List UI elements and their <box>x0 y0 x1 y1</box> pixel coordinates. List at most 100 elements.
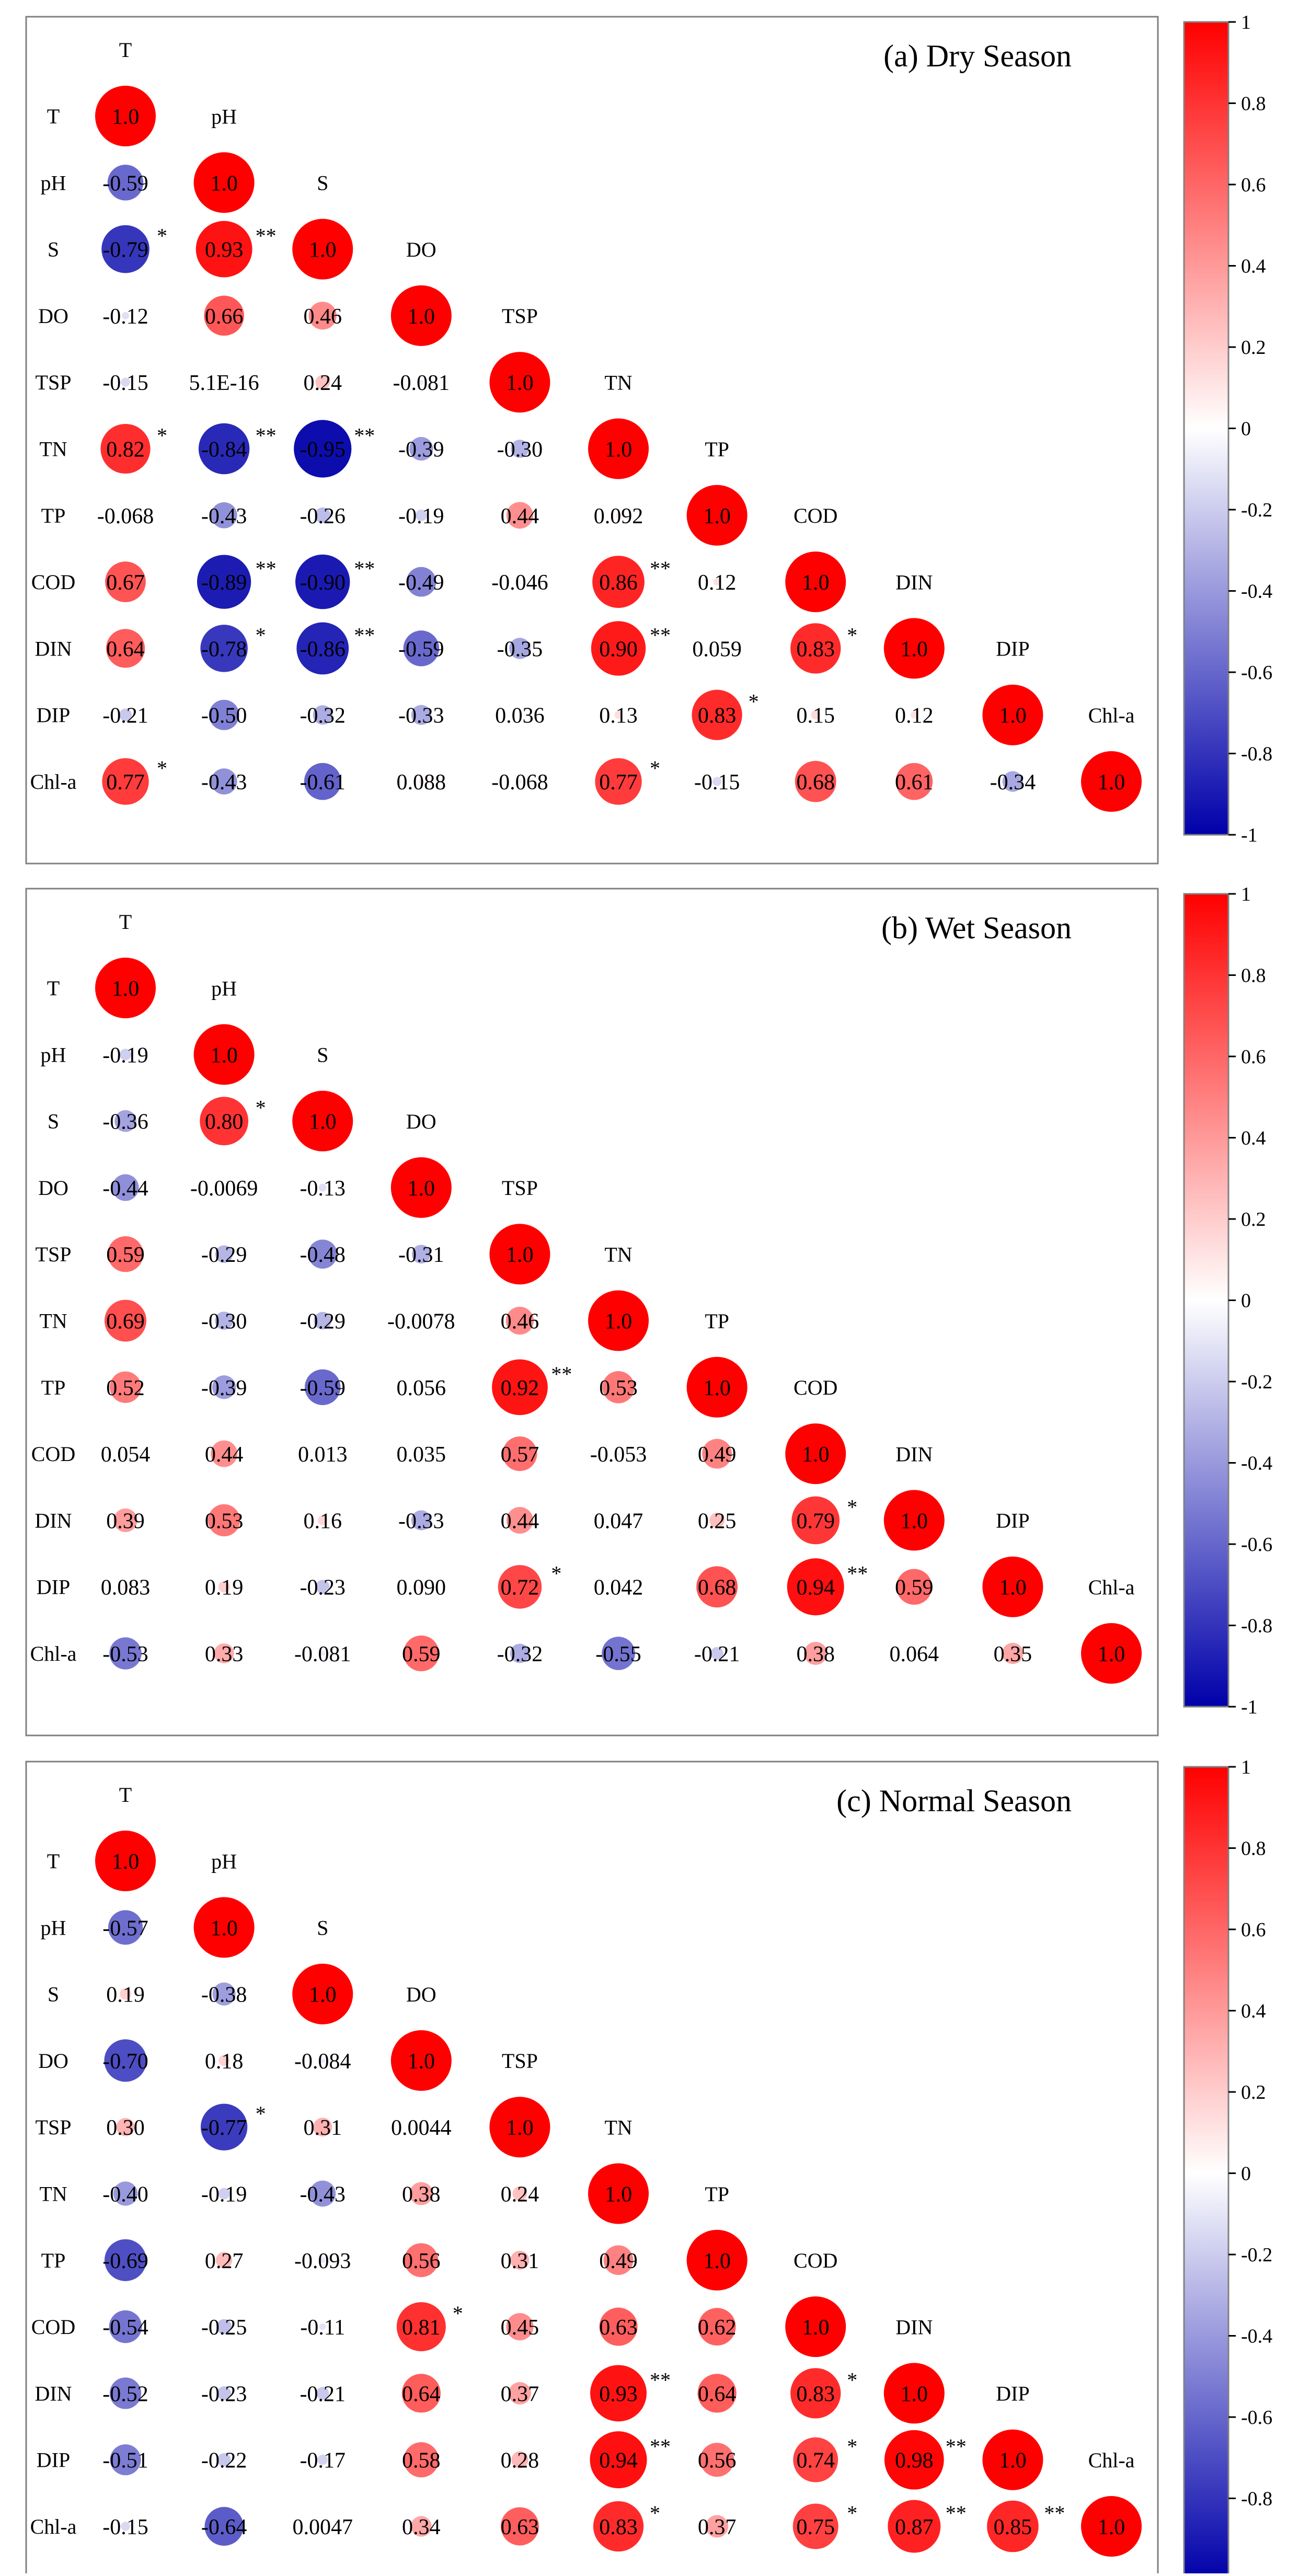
corr-circle <box>591 621 646 676</box>
corr-circle <box>406 567 436 597</box>
corr-circle <box>317 2454 328 2465</box>
corr-circle <box>320 1651 325 1656</box>
diagonal-value: 1.0 <box>802 571 830 595</box>
corr-circle <box>502 1436 537 1471</box>
corr-value: 0.77 <box>106 770 145 795</box>
corr-value: -0.21 <box>102 704 148 728</box>
colorbar-tick-label: -0.8 <box>1241 2488 1272 2510</box>
column-label: TP <box>705 2182 729 2206</box>
corr-circle <box>709 1512 725 1528</box>
panel-0: (a) Dry Season T TpH pH S S DO DO TSP TSP TN TN TP TP… <box>25 12 1272 865</box>
corr-value: 0.59 <box>402 1642 441 1666</box>
corr-value: 0.53 <box>599 1376 638 1400</box>
corr-circle <box>713 578 721 586</box>
colorbar-tick-label: -0.8 <box>1241 743 1272 765</box>
panel-title: (b) Wet Season <box>881 911 1072 945</box>
corr-circle <box>308 302 337 330</box>
significance-mark: * <box>847 2368 857 2391</box>
corr-circle <box>396 2302 446 2352</box>
corr-circle <box>702 1439 732 1469</box>
corr-value: -0.081 <box>294 1642 351 1666</box>
column-label: S <box>317 1916 328 1940</box>
corr-circle <box>910 711 918 719</box>
corr-value: 0.62 <box>698 2316 737 2340</box>
corr-circle <box>419 1385 423 1389</box>
corr-value: -0.0069 <box>190 1177 258 1201</box>
corr-value: 0.85 <box>994 2515 1032 2539</box>
corr-value: 0.0044 <box>391 2116 452 2140</box>
corr-value: 0.064 <box>890 1642 939 1666</box>
column-label: TN <box>604 1243 632 1267</box>
colorbar-tick-label: -0.6 <box>1241 1534 1272 1556</box>
diagonal-value: 1.0 <box>1098 1642 1125 1666</box>
corr-value: 0.92 <box>501 1376 539 1400</box>
corr-value: -0.13 <box>300 1177 346 1201</box>
corr-value: 0.64 <box>402 2382 441 2406</box>
corr-value: -0.78 <box>201 637 247 661</box>
row-label: pH <box>41 171 66 194</box>
corr-value: 0.12 <box>895 704 934 728</box>
corr-circle <box>308 1239 338 1269</box>
significance-mark: ** <box>551 1362 572 1386</box>
plot-frame <box>25 1761 1159 2576</box>
corr-value: 0.44 <box>205 1443 244 1467</box>
corr-circle <box>715 646 719 650</box>
row-label: DO <box>38 2049 68 2073</box>
column-label: COD <box>794 504 837 527</box>
diagonal-value: 1.0 <box>210 1043 238 1067</box>
corr-value: 0.38 <box>402 2183 441 2207</box>
corr-circle <box>411 2516 432 2537</box>
diagonal-value: 1.0 <box>309 1983 337 2007</box>
corr-circle <box>510 2250 530 2270</box>
row-label: COD <box>31 2315 75 2339</box>
corr-circle <box>793 2437 838 2482</box>
corr-circle <box>304 1369 341 1406</box>
corr-value: 0.34 <box>402 2515 441 2539</box>
corr-circle <box>200 2103 248 2150</box>
row-label: DIN <box>35 637 72 660</box>
corr-value: 0.37 <box>698 2515 737 2539</box>
corr-value: 0.25 <box>698 1509 737 1533</box>
row-label: S <box>48 1983 59 2006</box>
corr-value: 0.68 <box>698 1576 737 1600</box>
corr-circle <box>492 1359 548 1416</box>
diagonal-value: 1.0 <box>506 1243 534 1267</box>
corr-value: 0.013 <box>298 1443 348 1467</box>
corr-value: -0.95 <box>300 438 346 462</box>
corr-value: 0.49 <box>599 2249 638 2273</box>
corr-value: 0.035 <box>397 1443 446 1467</box>
diagonal-circle <box>193 152 255 213</box>
corr-circle <box>401 2374 441 2413</box>
corr-value: 0.63 <box>599 2316 638 2340</box>
corr-circle <box>123 513 128 518</box>
corr-circle <box>197 555 251 609</box>
row-label: DIN <box>35 2382 72 2405</box>
row-label: COD <box>31 1442 75 1466</box>
corr-circle <box>319 2257 326 2263</box>
row-label: S <box>48 238 59 261</box>
colorbar <box>1183 21 1229 836</box>
colorbar-tick-label: 0 <box>1241 1290 1251 1312</box>
corr-circle <box>196 221 252 278</box>
diagonal-value: 1.0 <box>506 371 534 395</box>
row-label: T <box>47 105 60 128</box>
diagonal-circle <box>883 2363 945 2424</box>
corr-value: 0.059 <box>692 637 742 661</box>
corr-value: 0.38 <box>796 1642 835 1666</box>
colorbar-tick-label: 0.4 <box>1241 256 1266 278</box>
corr-circle <box>122 312 129 319</box>
column-label: DO <box>406 238 436 261</box>
column-label: T <box>119 1783 132 1807</box>
significance-mark: ** <box>650 623 671 647</box>
corr-circle <box>106 629 145 668</box>
corr-value: -0.59 <box>398 637 444 661</box>
corr-circle <box>500 2507 539 2546</box>
corr-value: -0.90 <box>300 571 346 595</box>
significance-mark: * <box>749 690 759 714</box>
corr-circle <box>404 2243 439 2278</box>
colorbar-tick-label: -0.4 <box>1241 581 1272 603</box>
column-label: pH <box>211 105 237 128</box>
corr-value: -0.53 <box>102 1642 148 1666</box>
corr-value: 0.58 <box>402 2449 441 2473</box>
